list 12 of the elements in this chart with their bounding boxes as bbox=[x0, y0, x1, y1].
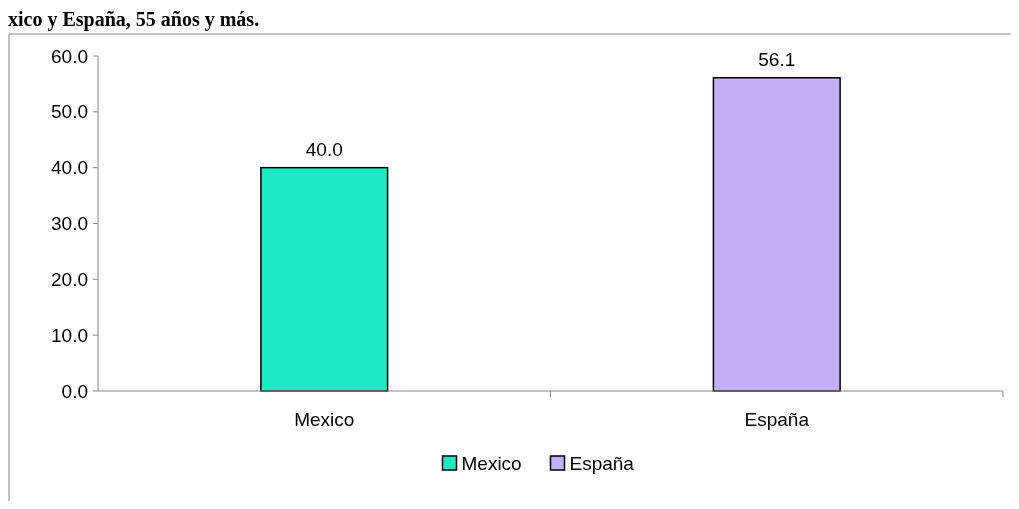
chart-title: xico y España, 55 años y más. bbox=[8, 8, 260, 31]
y-tick-label: 40.0 bbox=[51, 157, 88, 179]
legend-label: España bbox=[569, 452, 635, 474]
y-tick-label: 0.0 bbox=[61, 380, 88, 402]
y-tick-label: 60.0 bbox=[51, 45, 88, 67]
data-label: 40.0 bbox=[305, 138, 343, 160]
y-tick-label: 10.0 bbox=[51, 324, 88, 346]
y-tick-label: 30.0 bbox=[51, 213, 88, 235]
y-tick-label: 50.0 bbox=[51, 101, 88, 123]
legend-label: Mexico bbox=[461, 452, 522, 474]
y-tick-label: 20.0 bbox=[51, 268, 88, 290]
data-label: 56.1 bbox=[758, 48, 796, 70]
